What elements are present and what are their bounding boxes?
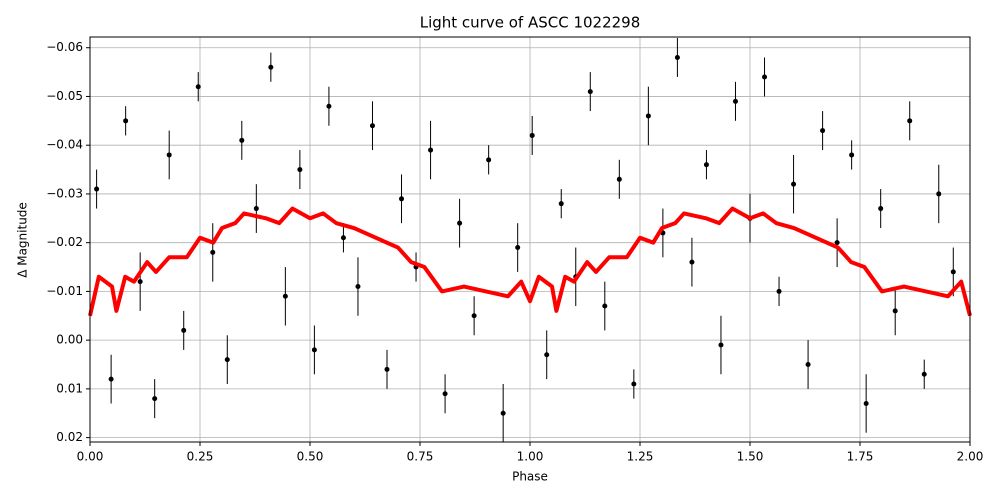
data-point [718,342,724,348]
x-axis-label: Phase [512,470,548,484]
x-tick-label: 0.50 [297,450,324,464]
data-point [94,186,100,192]
data-point [602,303,608,309]
x-tick-label: 0.00 [77,450,104,464]
chart-title: Light curve of ASCC 1022298 [420,14,641,32]
data-point [762,74,768,80]
data-point [108,376,114,382]
data-point [703,162,709,168]
x-tick-label: 1.75 [847,450,874,464]
data-point [791,181,797,187]
data-point [820,128,826,134]
x-tick-label: 1.25 [627,450,654,464]
data-point [123,118,129,124]
data-point [399,196,405,202]
data-point [326,103,332,109]
data-point [166,152,172,158]
y-tick-label: −0.02 [46,235,83,249]
x-tick-label: 0.25 [187,450,214,464]
data-point [253,206,259,212]
data-point [863,400,869,406]
data-point [921,371,927,377]
data-point [950,269,956,275]
data-point [195,84,201,90]
data-point [529,132,535,138]
y-tick-label: −0.04 [46,138,83,152]
data-point [558,201,564,207]
y-tick-label: 0.00 [56,333,83,347]
data-point [631,381,637,387]
x-tick-label: 1.00 [517,450,544,464]
model-line [88,206,972,317]
data-point [616,176,622,182]
data-point [224,357,230,363]
data-point [776,288,782,294]
data-point [297,167,303,173]
x-tick-label: 0.75 [407,450,434,464]
y-tick-label: −0.06 [46,40,83,54]
y-tick-label: −0.03 [46,186,83,200]
data-point [340,235,346,241]
y-tick-label: 0.02 [56,430,83,444]
data-point [355,284,361,290]
data-point [689,259,695,265]
data-point [936,191,942,197]
data-point [457,220,463,226]
data-point [442,391,448,397]
data-point [428,147,434,153]
data-point [210,249,216,255]
data-point [181,327,187,333]
data-point [544,352,550,358]
y-tick-label: 0.01 [56,381,83,395]
data-point [137,279,143,285]
data-point [834,240,840,246]
data-point [849,152,855,158]
plot-frame [89,36,971,443]
data-point [282,293,288,299]
data-point [515,245,521,251]
data-point [369,123,375,129]
data-point [674,54,680,60]
data-point [500,410,506,416]
data-point [471,313,477,319]
data-point [384,366,390,372]
data-point [239,137,245,143]
y-axis-label: Δ Magnitude [16,202,30,278]
x-tick-label: 1.50 [737,450,764,464]
data-point [311,347,317,353]
data-point [732,98,738,104]
x-tick-label: 2.00 [957,450,984,464]
y-tick-label: −0.01 [46,284,83,298]
data-point [892,308,898,314]
data-point [907,118,913,124]
data-point [587,89,593,95]
data-point [645,113,651,119]
data-point [805,362,811,368]
data-point [152,396,158,402]
y-tick-label: −0.05 [46,89,83,103]
data-point [486,157,492,163]
data-point [268,64,274,70]
data-point [878,206,884,212]
